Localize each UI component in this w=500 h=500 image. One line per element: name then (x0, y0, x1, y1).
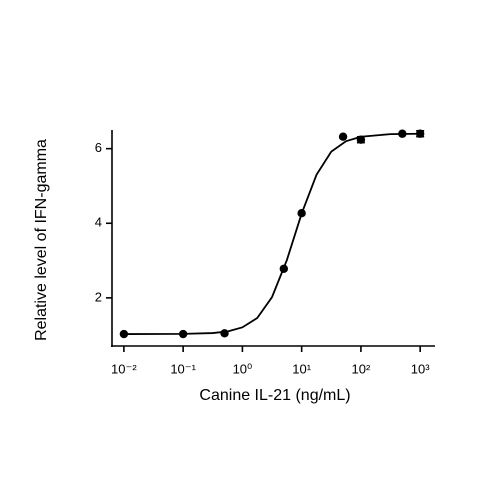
y-tick-label: 6 (95, 140, 102, 155)
y-tick-label: 4 (95, 215, 102, 230)
x-tick-label: 10³ (411, 361, 430, 376)
data-point (398, 129, 407, 138)
data-point (220, 329, 229, 338)
data-point (279, 264, 289, 273)
x-tick-label: 10¹ (292, 361, 311, 376)
data-point (297, 208, 306, 218)
data-point (178, 329, 188, 339)
x-tick-label: 10⁻¹ (170, 361, 196, 376)
x-tick-label: 10² (352, 361, 371, 376)
fit-curve (123, 132, 421, 335)
data-point (338, 132, 348, 141)
data-point (356, 135, 366, 144)
data-point (119, 329, 129, 339)
y-axis-title: Relative level of IFN-gamma (33, 139, 50, 341)
x-tick-label: 10⁻² (111, 361, 137, 376)
data-point (415, 129, 425, 138)
x-axis-title: Canine IL-21 (ng/mL) (199, 387, 350, 404)
x-tick-label: 10⁰ (233, 361, 253, 376)
y-tick-label: 2 (95, 289, 102, 304)
